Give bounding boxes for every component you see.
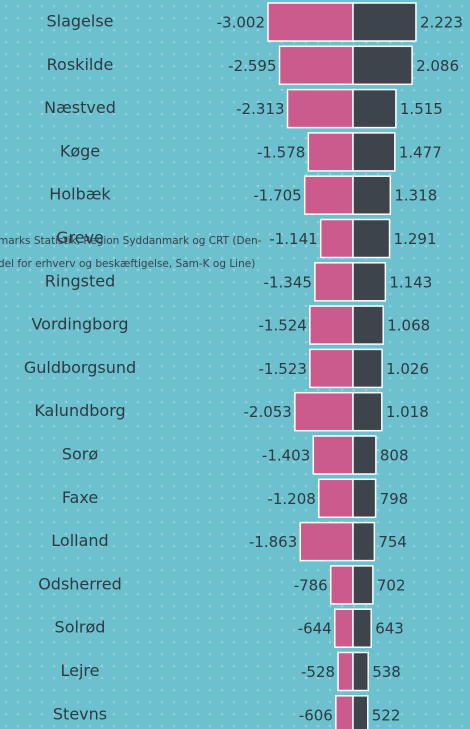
value-label: 1.068 bbox=[387, 317, 430, 335]
annotation: marks Statistik, Region Syddanmark og CR… bbox=[0, 235, 262, 247]
category-label: Greve bbox=[56, 228, 104, 247]
annotation: del for erhverv og beskæftigelse, Sam-K … bbox=[0, 258, 255, 270]
value-label: 643 bbox=[375, 620, 404, 638]
category-label: Guldborgsund bbox=[24, 358, 136, 377]
category-label: Roskilde bbox=[47, 55, 114, 74]
category-label: Næstved bbox=[44, 98, 116, 117]
value-label: -2.313 bbox=[236, 100, 284, 118]
bar bbox=[352, 175, 392, 215]
value-label: -1.705 bbox=[253, 187, 301, 205]
category-label: Solrød bbox=[55, 618, 106, 637]
bar bbox=[294, 391, 354, 432]
bar bbox=[335, 695, 354, 729]
value-label: -644 bbox=[298, 620, 332, 638]
category-label: Kalundborg bbox=[34, 401, 125, 420]
bar bbox=[352, 218, 391, 259]
value-label: -606 bbox=[299, 706, 333, 724]
value-label: -1.345 bbox=[264, 273, 312, 291]
value-label: -1.578 bbox=[257, 143, 305, 161]
bar bbox=[303, 175, 354, 215]
bar bbox=[352, 88, 397, 129]
bar bbox=[352, 132, 396, 172]
bar bbox=[309, 305, 354, 345]
value-label: -1.403 bbox=[262, 447, 310, 465]
bar bbox=[314, 262, 354, 302]
bar bbox=[352, 305, 384, 345]
bar bbox=[334, 608, 354, 648]
category-label: Slagelse bbox=[46, 12, 113, 31]
bar bbox=[278, 45, 354, 86]
value-label: 1.477 bbox=[399, 143, 442, 161]
bar bbox=[307, 132, 354, 172]
value-label: -1.524 bbox=[258, 317, 306, 335]
value-label: 522 bbox=[372, 706, 401, 724]
category-label: Køge bbox=[60, 141, 100, 160]
value-label: 1.318 bbox=[394, 187, 437, 205]
bar bbox=[319, 218, 354, 259]
category-label: Lolland bbox=[51, 531, 108, 550]
value-label: -1.523 bbox=[259, 360, 307, 378]
bar bbox=[352, 478, 377, 519]
value-label: 2.223 bbox=[420, 14, 463, 32]
value-label: 808 bbox=[380, 447, 409, 465]
value-label: 1.018 bbox=[386, 403, 429, 421]
bar bbox=[352, 608, 372, 648]
category-label: Vordingborg bbox=[31, 315, 128, 334]
value-label: 538 bbox=[372, 663, 401, 681]
bar bbox=[352, 348, 383, 389]
value-label: -1.863 bbox=[249, 533, 297, 551]
bar bbox=[286, 88, 354, 129]
bar bbox=[352, 262, 387, 302]
bar bbox=[352, 521, 376, 562]
value-label: 754 bbox=[378, 533, 407, 551]
bar bbox=[352, 45, 413, 86]
bar bbox=[329, 565, 354, 605]
value-label: 1.291 bbox=[394, 230, 437, 248]
bar bbox=[299, 521, 354, 562]
value-label: 798 bbox=[380, 490, 409, 508]
bar bbox=[352, 565, 374, 605]
bar bbox=[267, 2, 354, 42]
bar bbox=[312, 435, 354, 475]
category-label: Sorø bbox=[62, 445, 99, 464]
bar bbox=[352, 651, 369, 692]
value-label: 1.515 bbox=[400, 100, 443, 118]
bar bbox=[352, 391, 383, 432]
bar bbox=[337, 651, 354, 692]
bar bbox=[318, 478, 354, 519]
value-label: -2.053 bbox=[244, 403, 292, 421]
bar bbox=[309, 348, 354, 389]
category-label: Stevns bbox=[53, 704, 107, 723]
value-label: 1.143 bbox=[389, 273, 432, 291]
value-label: 702 bbox=[377, 576, 406, 594]
bar bbox=[352, 695, 369, 729]
category-label: Faxe bbox=[62, 488, 98, 507]
category-label: Lejre bbox=[61, 661, 100, 680]
value-label: -786 bbox=[294, 576, 328, 594]
category-label: Odsherred bbox=[38, 574, 122, 593]
value-label: -528 bbox=[301, 663, 335, 681]
category-label: Holbæk bbox=[49, 185, 111, 204]
value-label: -3.002 bbox=[217, 14, 265, 32]
value-label: 2.086 bbox=[416, 57, 459, 75]
bar bbox=[352, 2, 417, 42]
value-label: -2.595 bbox=[228, 57, 276, 75]
value-label: 1.026 bbox=[386, 360, 429, 378]
category-label: Ringsted bbox=[45, 271, 115, 290]
value-label: -1.208 bbox=[267, 490, 315, 508]
value-label: -1.141 bbox=[269, 230, 317, 248]
bar bbox=[352, 435, 377, 475]
